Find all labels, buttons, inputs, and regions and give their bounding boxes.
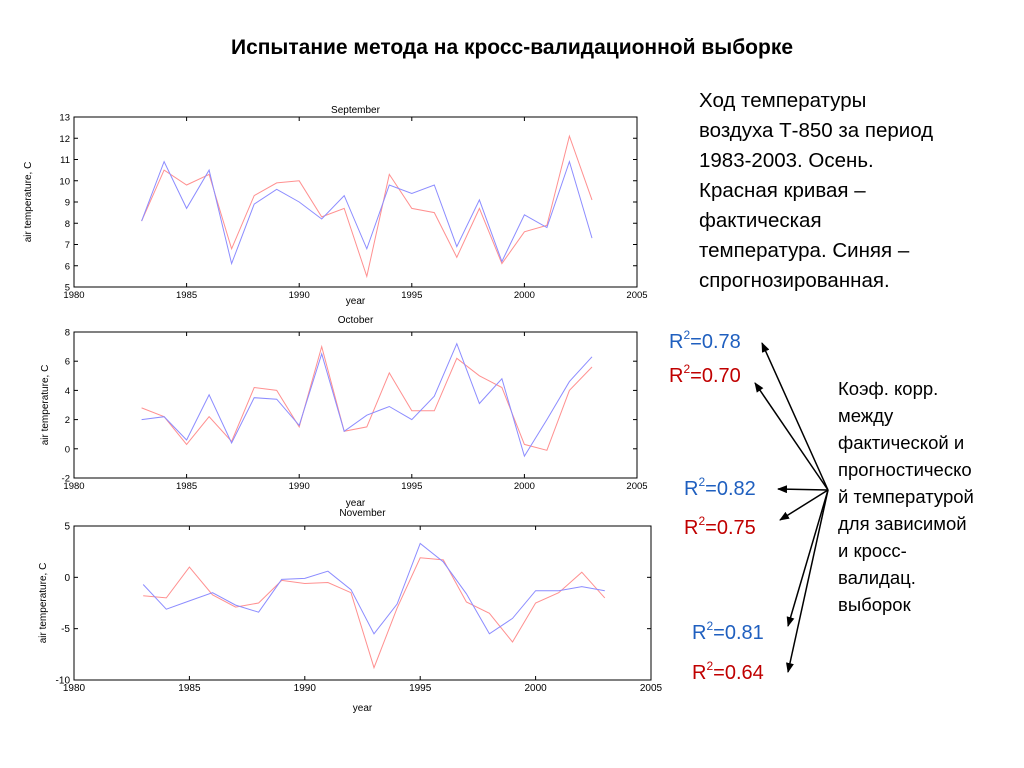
- page-title: Испытание метода на кросс-валидационной …: [230, 36, 794, 59]
- description-text: Ход температуры воздуха Т-850 за период …: [699, 86, 999, 296]
- x-axis-label: year: [346, 296, 366, 307]
- description-line: Красная кривая –: [699, 179, 866, 202]
- note-line: для зависимой: [838, 513, 967, 534]
- r2-september-dependent: R2=0.78: [669, 328, 741, 353]
- x-tick-label: 1985: [176, 290, 197, 301]
- y-tick-label: 6: [65, 357, 70, 368]
- chart-title: September: [331, 105, 381, 116]
- annotation-arrows: [754, 342, 829, 673]
- y-tick-label: 7: [65, 240, 70, 251]
- x-tick-label: 1995: [401, 481, 422, 492]
- x-tick-label: 2005: [626, 290, 647, 301]
- arrow-r2-064: [786, 489, 829, 673]
- x-tick-label: 1995: [401, 290, 422, 301]
- x-axis-label: year: [346, 498, 366, 509]
- y-tick-label: 5: [64, 522, 70, 533]
- y-axis-label: air temperature, C: [23, 162, 34, 243]
- plot-frame: [73, 525, 652, 681]
- arrow-r2-075: [779, 489, 829, 521]
- x-tick-label: 1990: [289, 481, 310, 492]
- x-tick-label: 1980: [63, 481, 84, 492]
- x-tick-label: 2000: [524, 683, 547, 694]
- x-tick-label: 1985: [178, 683, 201, 694]
- x-axis-label: year: [353, 703, 373, 714]
- description-line: фактическая: [699, 209, 822, 232]
- r2-october-dependent: R2=0.82: [684, 475, 756, 500]
- y-tick-label: 9: [65, 198, 70, 209]
- y-tick-label: 10: [59, 176, 70, 187]
- x-tick-label: 1990: [294, 683, 317, 694]
- chart-title: October: [338, 315, 374, 326]
- note-line: выборок: [838, 594, 911, 615]
- r2-september-cross-validation: R2=0.70: [669, 362, 741, 387]
- chart-title: November: [339, 508, 386, 519]
- y-tick-label: -10: [56, 676, 71, 687]
- r2-october-cross-validation: R2=0.75: [684, 514, 756, 539]
- november-actual-temperature-line: [143, 557, 606, 670]
- x-tick-label: 1980: [63, 683, 86, 694]
- y-axis-label: air temperature, C: [40, 365, 51, 446]
- y-tick-label: 11: [60, 155, 70, 166]
- r2-november-dependent: R2=0.81: [692, 619, 764, 644]
- arrow-r2-078: [761, 342, 829, 491]
- october-forecast-temperature-line: [141, 342, 593, 458]
- y-tick-label: 8: [65, 219, 70, 230]
- september-forecast-temperature-line: [141, 159, 593, 266]
- september-actual-temperature-line: [141, 134, 593, 279]
- y-tick-label: 13: [59, 113, 70, 124]
- y-tick-label: 8: [65, 328, 70, 339]
- description-line: Ход температуры: [699, 89, 867, 112]
- y-tick-label: 6: [65, 261, 70, 272]
- x-tick-label: 2005: [626, 481, 647, 492]
- y-tick-label: 4: [65, 386, 70, 397]
- note-line: и кросс-: [838, 540, 907, 561]
- y-axis-label: air temperature, C: [38, 563, 49, 644]
- note-line: Коэф. корр.: [838, 378, 939, 399]
- arrow-r2-070: [754, 382, 829, 491]
- x-tick-label: 1980: [63, 290, 84, 301]
- x-tick-label: 1990: [289, 290, 310, 301]
- description-line: спрогнозированная.: [699, 269, 890, 292]
- arrow-r2-082: [777, 485, 829, 494]
- y-tick-label: 2: [65, 415, 70, 426]
- y-tick-label: 12: [59, 134, 70, 145]
- note-line: валидац.: [838, 567, 916, 588]
- note-line: прогностическо: [838, 459, 972, 480]
- note-line: й температурой: [838, 486, 974, 507]
- y-tick-label: -2: [62, 474, 70, 485]
- x-tick-label: 1985: [176, 481, 197, 492]
- correlation-note: Коэф. корр. между фактической и прогност…: [838, 375, 1018, 618]
- description-line: воздуха Т-850 за период: [699, 119, 934, 142]
- y-tick-label: -5: [61, 624, 70, 635]
- y-tick-label: 0: [64, 573, 70, 584]
- description-line: 1983-2003. Осень.: [699, 149, 874, 172]
- note-line: между: [838, 405, 894, 426]
- october-actual-temperature-line: [141, 344, 593, 451]
- november-forecast-temperature-line: [142, 542, 605, 635]
- r2-november-cross-validation: R2=0.64: [692, 659, 764, 684]
- description-line: температура. Синяя –: [699, 239, 910, 262]
- arrow-r2-081: [786, 489, 829, 627]
- chart-september: 1980 1985 1990 1995 2000 2005 5 6 7 8 9 10 11 12 13 Sep…: [23, 105, 648, 307]
- x-tick-label: 2005: [640, 683, 663, 694]
- x-tick-label: 2000: [514, 481, 535, 492]
- x-tick-label: 1995: [409, 683, 432, 694]
- y-tick-label: 0: [65, 444, 70, 455]
- plot-frame: [73, 331, 638, 479]
- chart-november: 1980 1985 1990 1995 2000 2005 -10 -5 0 5 November y…: [38, 508, 663, 714]
- chart-october: 1980 1985 1990 1995 2000 2005 -2 0 2 4 6 8 October ye…: [40, 315, 648, 509]
- y-tick-label: 5: [65, 283, 70, 294]
- note-line: фактической и: [838, 432, 965, 453]
- x-tick-label: 2000: [514, 290, 535, 301]
